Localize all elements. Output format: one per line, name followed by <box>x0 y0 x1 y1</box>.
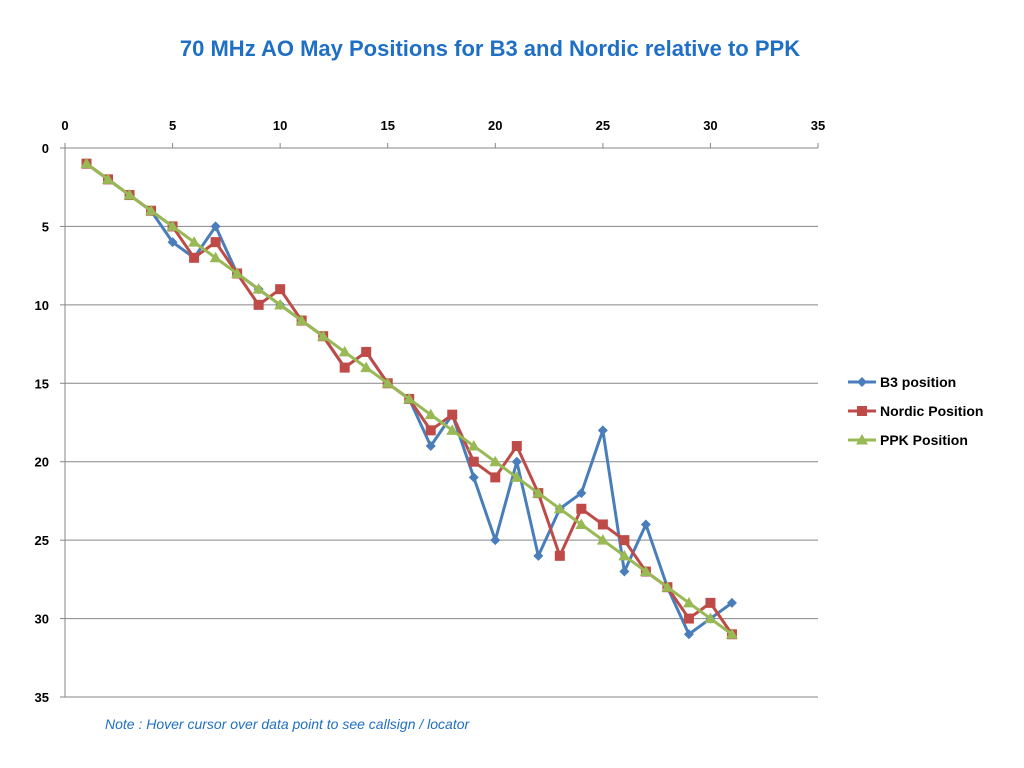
data-point <box>704 612 717 624</box>
data-point <box>683 629 694 640</box>
data-point <box>467 440 480 451</box>
data-point <box>597 519 608 530</box>
data-point <box>361 346 372 357</box>
legend-marker <box>857 377 867 387</box>
data-point <box>339 362 350 373</box>
data-point <box>209 251 222 263</box>
data-point <box>705 597 716 608</box>
data-point <box>231 267 244 278</box>
legend-label: PPK Position <box>880 432 968 448</box>
y-tick-label: 10 <box>35 298 49 313</box>
data-point <box>425 425 436 436</box>
x-tick-label: 30 <box>703 118 717 133</box>
axes: 0 5 10 15 20 25 30 35 0 5 10 15 20 25 30 35 <box>35 118 826 705</box>
data-point <box>252 283 265 294</box>
data-point <box>511 441 522 452</box>
legend-entry: PPK Position <box>848 432 968 448</box>
data-point <box>576 488 587 499</box>
x-tick-label: 20 <box>488 118 502 133</box>
data-point <box>381 377 394 388</box>
data-point <box>403 392 416 404</box>
data-point <box>597 425 608 436</box>
data-point <box>619 535 630 546</box>
data-point <box>576 503 587 514</box>
data-point <box>618 549 631 561</box>
x-tick-label: 0 <box>61 118 68 133</box>
data-point <box>489 455 502 467</box>
data-point <box>510 471 523 482</box>
legend-entry: B3 position <box>848 374 956 390</box>
y-tick-label: 5 <box>42 219 49 234</box>
data-point <box>682 596 695 608</box>
data-point <box>167 237 178 248</box>
data-point <box>619 566 630 577</box>
legend: B3 position Nordic Position PPK Position <box>848 374 983 448</box>
data-point <box>639 565 652 577</box>
legend-entry: Nordic Position <box>848 403 983 419</box>
data-point <box>317 330 330 341</box>
legend-marker <box>857 406 867 416</box>
data-point <box>446 424 459 435</box>
data-point <box>661 581 674 592</box>
data-point <box>102 173 115 184</box>
data-point <box>554 550 565 561</box>
data-point <box>468 456 479 467</box>
data-point <box>338 345 351 357</box>
data-point <box>725 628 738 639</box>
data-point <box>253 299 264 310</box>
hover-note: Note : Hover cursor over data point to s… <box>105 716 470 732</box>
x-tick-label: 25 <box>596 118 610 133</box>
x-tick-label: 15 <box>380 118 394 133</box>
data-point <box>640 519 651 530</box>
data-point <box>166 220 179 231</box>
x-tick-label: 35 <box>811 118 825 133</box>
y-tick-label: 0 <box>42 141 49 156</box>
data-point <box>123 189 136 200</box>
series-group <box>80 157 738 640</box>
data-point <box>360 361 373 373</box>
x-tick-label: 5 <box>169 118 176 133</box>
y-tick-label: 30 <box>35 612 49 627</box>
data-point <box>575 518 588 529</box>
chart-title: 70 MHz AO May Positions for B3 and Nordi… <box>179 36 801 61</box>
series-ppk-position <box>80 157 738 639</box>
data-point <box>683 613 694 624</box>
y-tick-label: 20 <box>35 455 49 470</box>
data-point <box>274 298 287 310</box>
data-point <box>425 441 436 452</box>
data-point <box>726 597 737 608</box>
data-point <box>295 314 308 326</box>
data-point <box>80 157 93 169</box>
data-point <box>447 409 458 420</box>
data-point <box>468 472 479 483</box>
data-point <box>533 550 544 561</box>
data-point <box>490 535 501 546</box>
x-tick-label: 10 <box>273 118 287 133</box>
y-tick-label: 15 <box>35 376 49 391</box>
data-point <box>210 237 221 248</box>
legend-label: Nordic Position <box>880 403 983 419</box>
data-point <box>189 252 200 263</box>
legend-marker <box>856 434 868 445</box>
y-tick-label: 35 <box>35 690 49 705</box>
gridlines <box>65 225 818 698</box>
data-point <box>210 221 221 232</box>
data-point <box>532 487 545 498</box>
data-point <box>188 236 201 247</box>
data-point <box>511 456 522 467</box>
data-point <box>275 284 286 295</box>
data-point <box>596 534 609 545</box>
y-tick-label: 25 <box>35 533 49 548</box>
legend-label: B3 position <box>880 374 956 390</box>
data-point <box>490 472 501 483</box>
data-point <box>553 502 566 514</box>
data-point <box>145 204 158 216</box>
data-point <box>424 408 437 420</box>
